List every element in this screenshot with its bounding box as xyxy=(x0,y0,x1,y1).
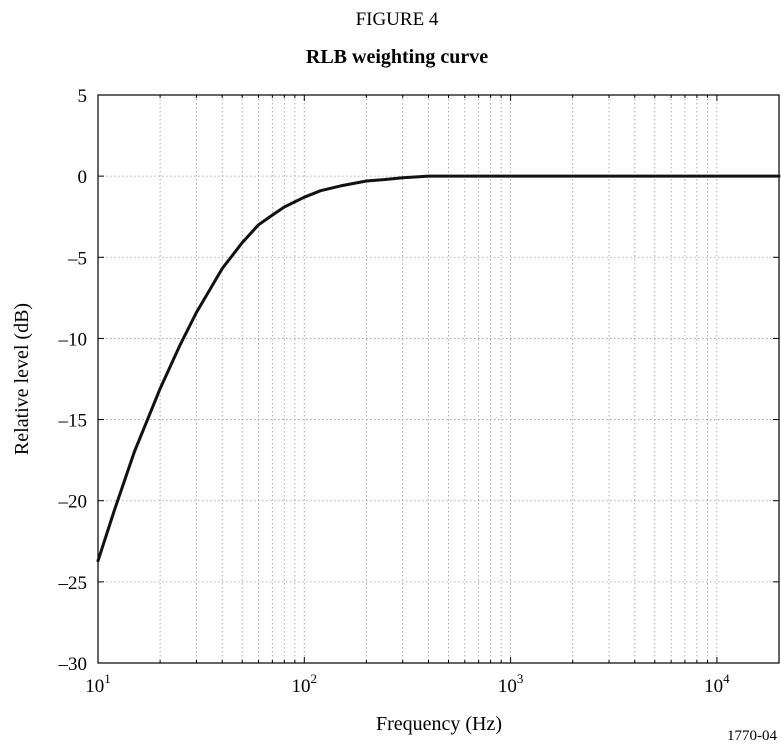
grid xyxy=(98,95,779,663)
x-tick-label-base: 10 xyxy=(292,676,311,697)
figure-label: FIGURE 4 xyxy=(356,9,439,30)
series-line xyxy=(96,174,781,563)
y-tick-label: 0 xyxy=(78,167,88,188)
y-tick-label: –10 xyxy=(58,329,88,350)
axis-ticks xyxy=(98,94,779,664)
y-tick-label: –20 xyxy=(58,492,88,513)
x-tick-label-base: 10 xyxy=(498,676,517,697)
x-axis-label: Frequency (Hz) xyxy=(376,713,502,735)
y-tick-labels: 5 0 –5 –10 –15 –20 –25 –30 xyxy=(58,86,88,675)
x-tick-label: 101 xyxy=(85,671,111,697)
x-tick-label: 104 xyxy=(704,671,730,697)
x-tick-label-exponent: 4 xyxy=(723,671,730,686)
y-axis-label: Relative level (dB) xyxy=(11,303,33,455)
y-tick-label: –30 xyxy=(58,654,88,675)
x-tick-label: 103 xyxy=(498,671,524,697)
x-tick-label: 102 xyxy=(292,671,318,697)
y-tick-label: 5 xyxy=(78,86,88,107)
plot-frame xyxy=(97,94,780,664)
x-tick-label-exponent: 2 xyxy=(311,671,318,686)
x-tick-label-base: 10 xyxy=(85,676,104,697)
x-tick-label-exponent: 1 xyxy=(104,671,111,686)
x-tick-label-exponent: 3 xyxy=(517,671,524,686)
series-layer xyxy=(96,174,781,563)
y-tick-label: –15 xyxy=(58,411,88,432)
y-tick-label: –25 xyxy=(58,573,88,594)
figure-code: 1770-04 xyxy=(727,728,777,744)
chart-title: RLB weighting curve xyxy=(306,46,488,68)
y-tick-label: –5 xyxy=(67,248,87,269)
x-tick-labels: 101 102 103 104 xyxy=(85,671,730,697)
x-tick-label-base: 10 xyxy=(704,676,723,697)
